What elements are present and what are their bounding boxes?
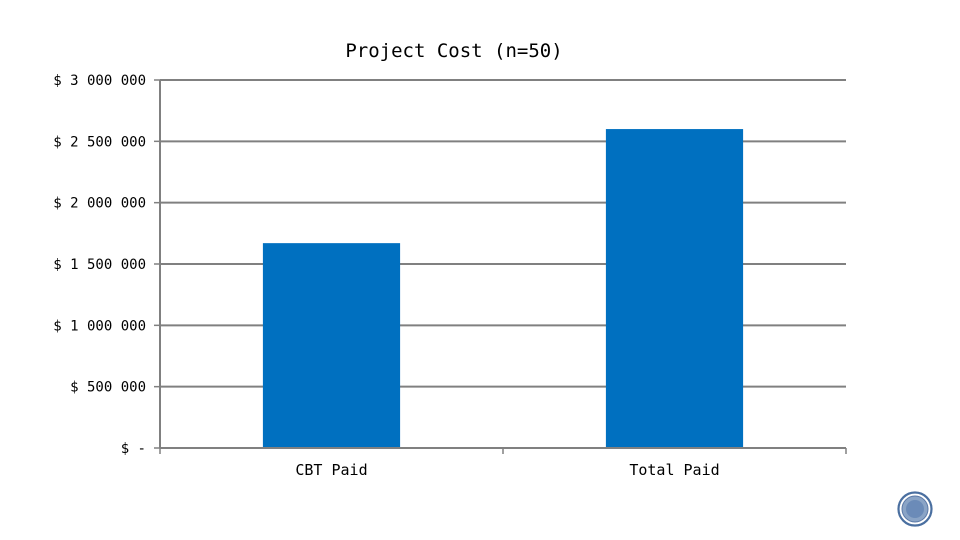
x-axis-category-labels: CBT Paid Total Paid: [295, 461, 719, 479]
y-tick-label: $ 3 000 000: [53, 73, 146, 89]
circular-badge-icon: [897, 491, 933, 527]
y-axis-tick-labels: $ - $ 500 000 $ 1 000 000 $ 1 500 000 $ 2 00…: [53, 73, 146, 457]
bars: [262, 129, 744, 449]
x-category-label: CBT Paid: [295, 461, 367, 479]
x-category-label: Total Paid: [629, 461, 719, 479]
chart-title: Project Cost (n=50): [345, 40, 562, 62]
y-tick-label: $ 1 500 000: [53, 257, 146, 273]
y-tick-label: $ 1 000 000: [53, 318, 146, 334]
y-tick-label: $ 2 500 000: [53, 134, 146, 150]
y-tick-label: $ 500 000: [70, 380, 146, 396]
axes: [154, 79, 847, 454]
y-tick-label: $ -: [121, 441, 146, 457]
bar-total-paid: [605, 129, 744, 449]
bar-cbt-paid: [262, 243, 401, 448]
y-tick-label: $ 2 000 000: [53, 196, 146, 212]
